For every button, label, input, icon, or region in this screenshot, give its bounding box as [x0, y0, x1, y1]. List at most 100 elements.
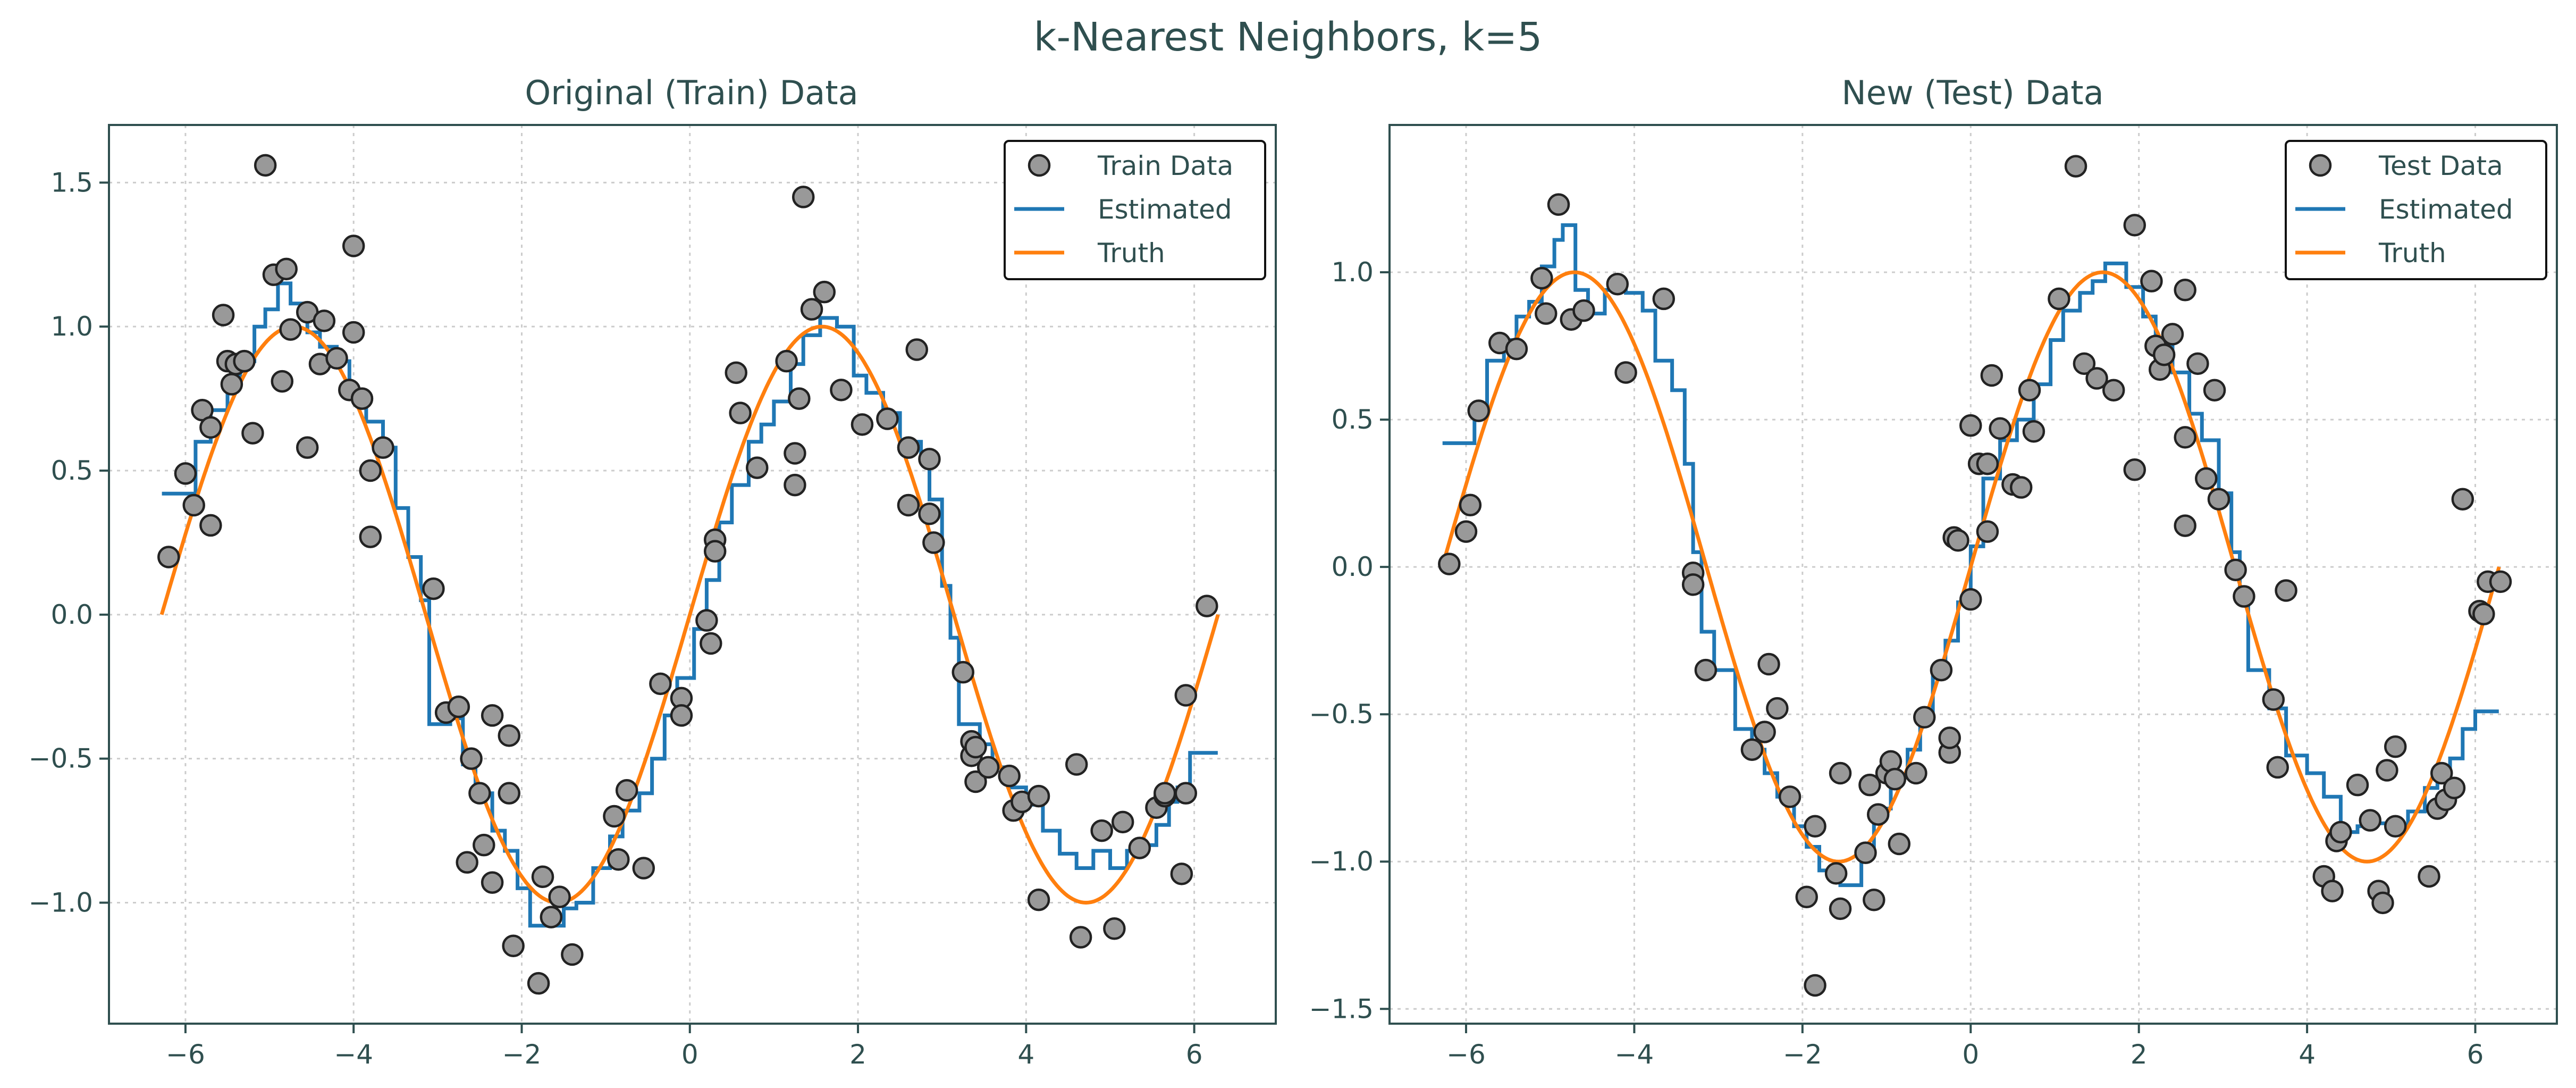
data-point [1804, 974, 1826, 997]
data-point [1572, 299, 1595, 322]
data-point [603, 805, 626, 828]
data-point [905, 338, 928, 361]
data-point [279, 318, 302, 341]
data-point [2123, 214, 2146, 237]
x-tick-label: 0 [1962, 1039, 1979, 1070]
data-point [548, 885, 571, 908]
data-point [1959, 588, 1982, 611]
data-point [830, 379, 853, 401]
data-point [1989, 417, 2011, 440]
data-point [2224, 558, 2247, 581]
data-point [2489, 570, 2512, 593]
data-point [254, 154, 277, 177]
data-point [502, 934, 525, 957]
x-tick-label: 0 [681, 1039, 698, 1070]
x-tick-label: 4 [2299, 1039, 2316, 1070]
x-tick-label: 6 [1186, 1039, 1203, 1070]
data-point [800, 298, 823, 321]
data-point [1438, 553, 1461, 575]
data-point [2346, 773, 2369, 797]
data-point [1863, 889, 1885, 911]
legend-label: Test Data [2378, 150, 2503, 181]
data-point [1804, 815, 1826, 838]
y-tick-label: −1.5 [1309, 993, 1374, 1024]
data-point [1938, 726, 1961, 749]
data-point [325, 347, 348, 370]
y-tick-label: 0.0 [1331, 551, 1374, 582]
data-point [2073, 352, 2096, 375]
data-point [1795, 885, 1818, 908]
data-point [342, 235, 365, 257]
data-point [2085, 367, 2108, 390]
data-point [1829, 761, 1852, 785]
data-point [2009, 476, 2033, 499]
data-point [1103, 917, 1126, 940]
y-tick-label: 1.0 [50, 311, 93, 342]
y-tick-label: 0.5 [1331, 404, 1374, 435]
x-tick-label: −4 [1615, 1039, 1654, 1070]
data-point [632, 857, 655, 880]
test-panel: New (Test) Data −6 −4 −2 0 2 4 6 −1.5 −1.0 −0.5 0.… [1309, 73, 2558, 1070]
data-point [1913, 706, 1936, 729]
x-tick-label: −2 [502, 1039, 542, 1070]
data-point [199, 416, 222, 439]
data-point [271, 370, 294, 393]
data-point [1681, 573, 1705, 596]
data-point [918, 503, 941, 525]
data-point [2161, 323, 2184, 346]
data-point [1170, 863, 1193, 885]
data-point [1766, 697, 1789, 720]
data-point [498, 724, 521, 747]
data-point [342, 321, 365, 344]
data-point [897, 493, 920, 517]
data-point [2140, 270, 2163, 292]
data-point [784, 473, 806, 497]
data-point [1858, 773, 1881, 797]
data-point [964, 770, 987, 793]
data-point [1930, 658, 1953, 682]
axes-frame [108, 124, 1277, 1025]
data-point [481, 704, 504, 727]
data-point [1069, 926, 1092, 949]
data-point [1111, 810, 1134, 834]
data-point [199, 514, 222, 537]
data-point [2102, 379, 2125, 401]
data-point [1947, 529, 1969, 552]
data-point [2384, 815, 2407, 838]
data-point [561, 943, 584, 966]
y-tick-label: 0.5 [50, 455, 93, 486]
data-point [2186, 352, 2209, 375]
data-point [1829, 897, 1852, 920]
data-point [359, 525, 382, 548]
data-point [1065, 753, 1088, 776]
data-point [1888, 832, 1911, 856]
data-point [2371, 891, 2394, 915]
data-point [1740, 738, 1764, 761]
data-point [1824, 862, 1848, 885]
data-point [813, 280, 836, 304]
data-point [527, 972, 550, 995]
data-point [1980, 364, 2003, 387]
data-point [473, 833, 495, 857]
data-point [2430, 761, 2453, 785]
data-point [703, 540, 727, 563]
data-points [157, 154, 1218, 995]
data-point [775, 349, 798, 373]
data-point [2018, 379, 2041, 401]
legend: Train Data Estimated Truth [1004, 140, 1266, 280]
data-point [468, 782, 491, 805]
data-point [2376, 759, 2398, 782]
data-point [1753, 721, 1776, 743]
data-point [792, 186, 815, 208]
data-point [746, 456, 769, 479]
data-point [976, 756, 1000, 779]
grid [109, 125, 1276, 1024]
data-point [670, 704, 693, 727]
data-point [2152, 343, 2176, 366]
data-point [2262, 688, 2285, 711]
data-point [2275, 579, 2297, 602]
data-point [1174, 782, 1198, 805]
data-point [456, 851, 478, 874]
data-point [1547, 193, 1570, 216]
